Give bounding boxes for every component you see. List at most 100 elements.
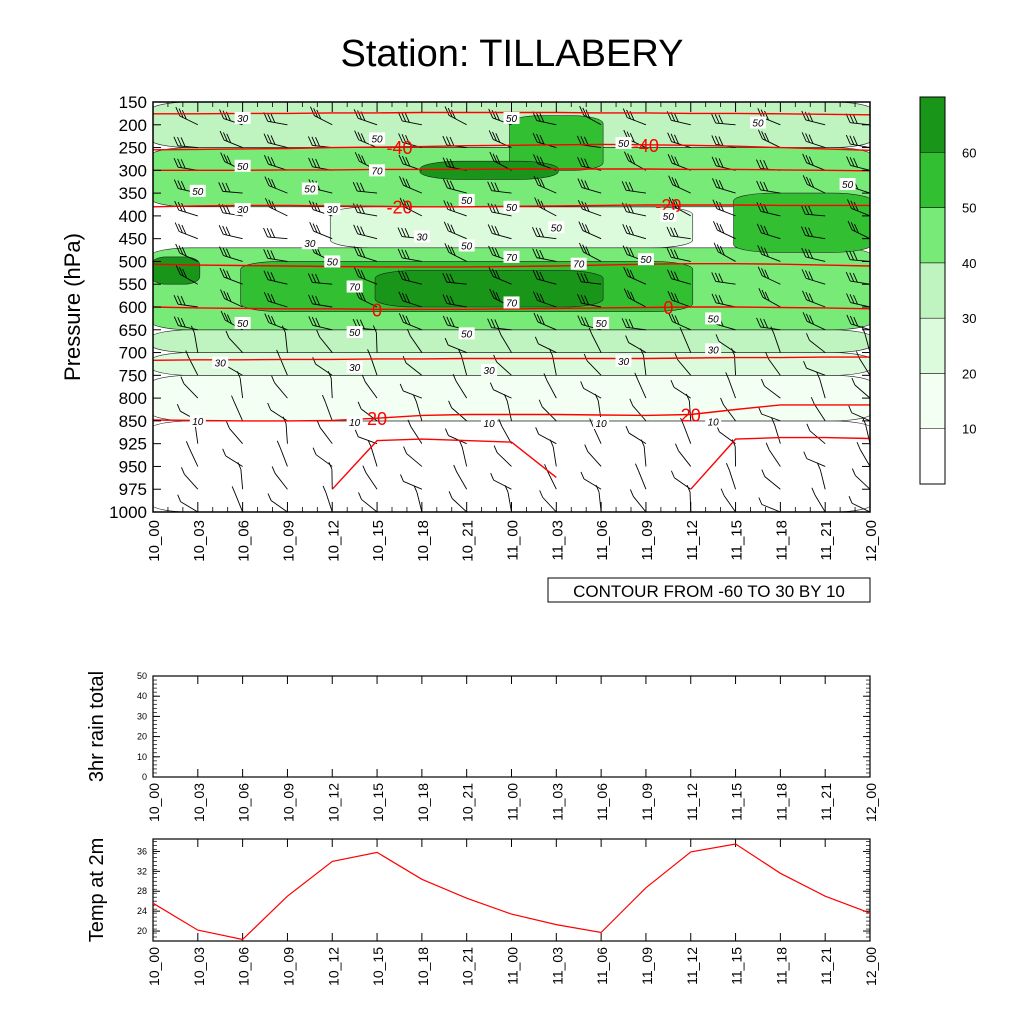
y-tick-label: 24	[137, 906, 147, 916]
humidity-contour-label: 30	[708, 345, 720, 356]
colorbar-label: 40	[962, 256, 976, 271]
humidity-band	[151, 330, 872, 353]
temperature-contour-label: 20	[367, 409, 387, 429]
colorbar-segment	[920, 97, 945, 152]
wind-barb-feather	[444, 85, 448, 94]
wind-barb-feather	[402, 91, 406, 100]
y-tick-label: 0	[142, 772, 147, 782]
x-tick-label: 11_03	[549, 783, 565, 821]
x-tick-label: 10_06	[236, 520, 253, 562]
y-tick-label: 950	[119, 457, 147, 476]
colorbar-segment	[920, 429, 945, 484]
y-tick-label: 36	[137, 846, 147, 856]
humidity-contour-label: 10	[596, 419, 608, 430]
humidity-contour-label: 10	[349, 418, 361, 429]
wind-barb-staff	[448, 94, 466, 102]
x-tick-label: 11_21	[818, 520, 835, 561]
wind-barb-staff	[223, 234, 242, 238]
humidity-contour-label: 30	[237, 114, 249, 125]
humidity-contour-label: 50	[237, 319, 249, 330]
colorbar-segment	[920, 208, 945, 263]
x-tick-label: 10_15	[370, 783, 386, 822]
wind-barb-feather	[313, 87, 317, 96]
humidity-contour-label: 50	[596, 319, 608, 330]
humidity-contour-label: 50	[304, 185, 316, 196]
humidity-contour-label: 50	[461, 242, 473, 253]
temperature-contour-label: -40	[633, 136, 659, 156]
wind-barb-feather	[451, 88, 455, 97]
x-tick-label: 11_21	[818, 947, 834, 985]
y-tick-label: 925	[119, 435, 147, 454]
humidity-contour-label: 50	[327, 257, 339, 268]
wind-barb-feather	[264, 228, 268, 237]
humidity-contour-label: 30	[349, 363, 361, 374]
humidity-contour-label: 30	[327, 205, 339, 216]
x-tick-label: 12_00	[863, 947, 879, 986]
y-tick-label: 450	[119, 230, 147, 249]
temperature-contour-label: 0	[663, 298, 673, 318]
humidity-contour-label: 50	[372, 134, 384, 145]
colorbar-label: 60	[962, 145, 976, 160]
wind-barb-feather	[361, 90, 365, 99]
x-tick-label: 10_06	[236, 947, 252, 986]
x-tick-label: 11_06	[594, 947, 610, 985]
panel-frame	[153, 676, 870, 777]
x-tick-label: 11_09	[639, 783, 655, 821]
x-tick-label: 10_15	[370, 520, 387, 562]
x-tick-label: 10_09	[280, 520, 297, 562]
humidity-contour-label: 30	[237, 205, 249, 216]
wind-barb-feather	[805, 90, 809, 99]
x-tick-label: 11_06	[594, 520, 611, 561]
humidity-contour-label: 10	[708, 417, 720, 428]
y-tick-label: 250	[119, 139, 147, 158]
humidity-contour-label: 70	[506, 253, 518, 264]
x-tick-label: 10_03	[191, 783, 207, 822]
wind-barb-feather	[671, 90, 675, 99]
wind-barb-feather	[582, 86, 586, 95]
y-tick-label: 650	[119, 321, 147, 340]
x-tick-label: 11_00	[505, 783, 521, 821]
humidity-contour-label: 10	[192, 417, 204, 428]
humidity-contour-label: 50	[506, 203, 518, 214]
wind-barb-feather	[536, 91, 540, 100]
y-tick-label: 975	[119, 480, 147, 499]
y-tick-label: 350	[119, 184, 147, 203]
y-tick-label: 20	[137, 732, 147, 742]
temperature-contour-label: 0	[372, 300, 382, 320]
x-tick-label: 10_21	[460, 783, 476, 822]
contour-note-text: CONTOUR FROM -60 TO 30 BY 10	[573, 582, 845, 601]
wind-barb-feather	[713, 221, 717, 230]
wind-barb-feather	[809, 91, 813, 100]
x-tick-label: 11_00	[505, 947, 521, 985]
wind-barb-feather	[398, 91, 402, 100]
y-tick-label: 700	[119, 344, 147, 363]
y-tick-label: 40	[137, 691, 147, 701]
x-tick-label: 10_18	[415, 520, 432, 562]
wind-barb-staff	[718, 93, 736, 102]
y-tick-label: 300	[119, 161, 147, 180]
x-tick-label: 11_03	[549, 520, 566, 561]
x-tick-label: 10_09	[280, 947, 296, 986]
y-tick-label: 800	[119, 389, 147, 408]
x-tick-label: 11_21	[818, 783, 834, 821]
wind-barb-feather	[540, 91, 544, 100]
wind-barb-feather	[626, 88, 630, 97]
wind-barb-feather	[175, 86, 179, 95]
wind-barb-staff	[492, 96, 511, 102]
wind-barb-feather	[586, 88, 590, 97]
y-tick-label: 500	[119, 252, 147, 271]
wind-barb-feather	[182, 88, 186, 97]
y-tick-label: 750	[119, 366, 147, 385]
x-tick-label: 10_15	[370, 947, 386, 986]
y-tick-label: 30	[137, 711, 147, 721]
wind-barb-feather	[714, 84, 718, 93]
humidity-contour-label: 70	[349, 283, 361, 294]
humidity-contour-label: 50	[842, 180, 854, 191]
x-tick-label: 11_03	[549, 947, 565, 985]
x-tick-label: 10_00	[146, 783, 162, 822]
humidity-contour-label: 50	[506, 114, 518, 125]
colorbar-segment	[920, 263, 945, 318]
